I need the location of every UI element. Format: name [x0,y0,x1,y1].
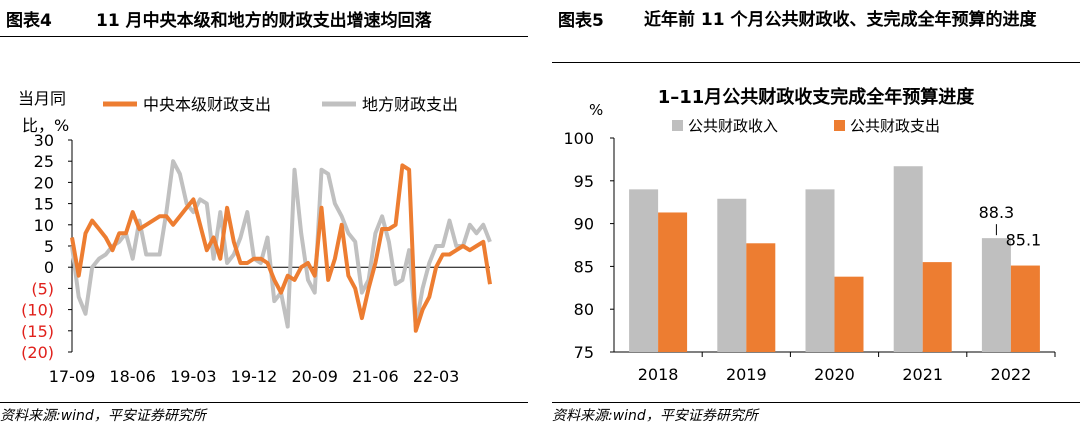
expenditure-bar [746,243,776,352]
x-tick-label: 2021 [902,365,943,384]
left-figure-id: 图表4 [6,11,52,31]
x-tick-label: 2019 [726,365,767,384]
y-tick-label: 25 [34,152,54,171]
right-source-note: 资料来源:wind，平安证券研究所 [552,402,1080,425]
right-figure-panel: 图表5 近年前 11 个月公共财政收、支完成全年预算的进度 1–11月公共财政收… [552,0,1080,439]
data-label: 88.3 [979,203,1015,222]
x-tick-label: 19-12 [231,367,278,386]
legend-swatch [672,120,683,131]
left-figure-header: 图表4 11 月中央本级和地方的财政支出增速均回落 [0,4,528,37]
y-tick-label: 75 [574,343,594,362]
y-tick-label: (15) [21,322,54,341]
right-bar-chart: 1–11月公共财政收支完成全年预算进度% 公共财政收入 公共财政支出 100 95 90 8… [563,86,1056,384]
y-tick-label: 90 [574,215,594,234]
legend-swatch [834,120,845,131]
central-expenditure-line [70,163,492,333]
y-tick-label: 0 [44,258,54,277]
x-tick-label: 18-06 [109,367,156,386]
x-tick-label: 19-03 [170,367,217,386]
legend-label: 中央本级财政支出 [143,95,271,114]
x-tick-label: 22-03 [413,367,460,386]
y-tick-label: 20 [34,173,54,192]
x-tick-label: 20-09 [291,367,338,386]
revenue-bar [717,198,747,352]
x-tick-label: 2018 [638,365,679,384]
x-tick-label: 2022 [991,365,1032,384]
left-source-note: 资料来源:wind，平安证券研究所 [0,402,528,425]
y-tick-label: (5) [31,279,54,298]
left-figure-title: 11 月中央本级和地方的财政支出增速均回落 [96,11,432,31]
left-figure-panel: 图表4 11 月中央本级和地方的财政支出增速均回落 当月同比，% 中央本级财政支出… [0,0,528,439]
y-axis-label: 当月同 [18,89,66,108]
y-axis-unit-label: % [589,101,603,119]
y-tick-label: 5 [44,237,54,256]
x-tick-label: 21-06 [352,367,399,386]
legend-label: 地方财政支出 [362,95,458,114]
y-tick-label: 95 [574,172,594,191]
x-tick-label: 2020 [814,365,855,384]
y-axis-label-unit: 比，% [22,116,69,135]
expenditure-bar [658,212,688,352]
expenditure-bar [922,262,952,352]
y-tick-label: 15 [34,195,54,214]
y-tick-label: 30 [34,131,54,150]
data-label: 85.1 [1006,231,1042,250]
revenue-bar [893,166,923,352]
y-tick-label: 10 [34,216,54,235]
expenditure-bar [1010,265,1040,352]
y-tick-label: 100 [563,129,594,148]
revenue-bar [805,189,835,352]
revenue-bar [629,189,659,352]
expenditure-bar [834,276,864,352]
legend-label: 公共财政收入 [688,117,778,135]
chart-title: 1–11月公共财政收支完成全年预算进度 [658,86,976,108]
right-figure-id: 图表5 [558,11,604,31]
right-figure-title: 近年前 11 个月公共财政收、支完成全年预算的进度 [644,10,1037,30]
y-tick-label: 85 [574,257,594,276]
revenue-bar [981,238,1011,352]
x-tick-label: 17-09 [49,367,96,386]
right-figure-header: 图表5 近年前 11 个月公共财政收、支完成全年预算的进度 [552,4,1080,63]
y-tick-label: (20) [21,343,54,362]
legend-label: 公共财政支出 [850,117,940,135]
y-tick-label: 80 [574,300,594,319]
y-tick-label: (10) [21,301,54,320]
